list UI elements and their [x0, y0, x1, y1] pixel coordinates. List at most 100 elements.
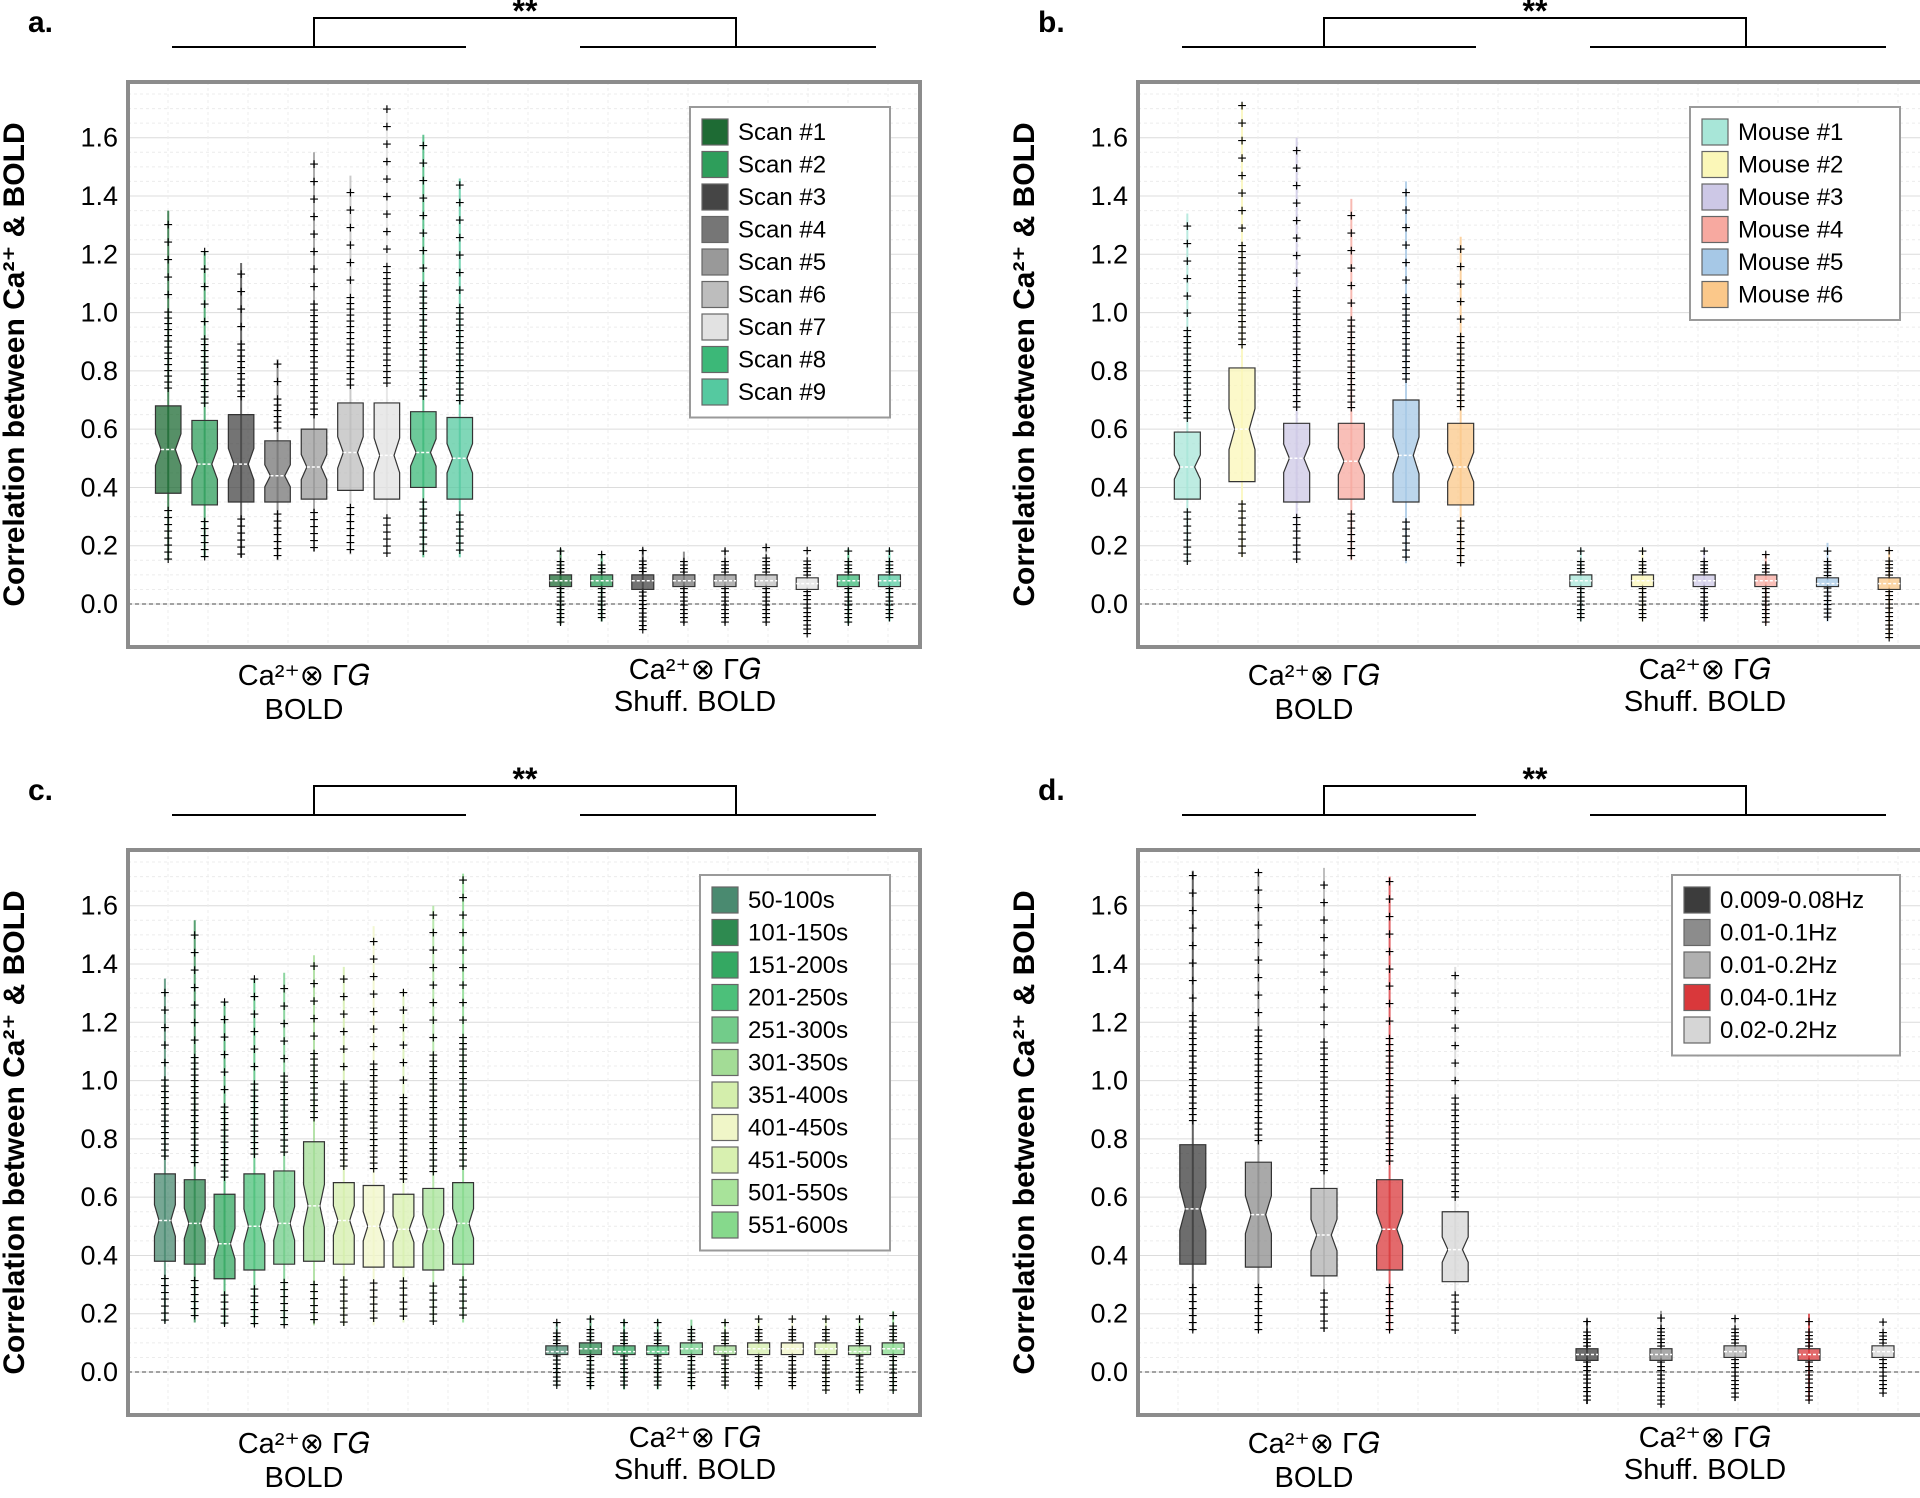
outlier-mark: + — [1582, 1338, 1591, 1355]
outlier-mark: + — [160, 1125, 169, 1142]
outlier-mark: + — [369, 1126, 378, 1143]
outlier-mark: + — [1730, 1328, 1739, 1345]
outlier-mark: + — [1582, 1355, 1591, 1372]
outlier-mark: + — [236, 354, 245, 371]
y-tick-label: 1.0 — [1090, 1066, 1128, 1096]
outlier-mark: + — [1237, 291, 1246, 308]
outlier-mark: + — [556, 589, 565, 606]
outlier-mark: + — [250, 1007, 259, 1024]
outlier-mark: + — [1188, 885, 1197, 902]
outlier-mark: + — [1761, 602, 1770, 619]
outlier-mark: + — [273, 548, 282, 565]
outliers: +++++++++++++ — [679, 554, 688, 631]
outlier-mark: + — [455, 376, 464, 393]
outlier-mark: + — [844, 544, 853, 561]
outlier-mark: + — [382, 358, 391, 375]
bracket-top-line — [313, 17, 737, 47]
outlier-mark: + — [1456, 399, 1465, 416]
outlier-mark: + — [653, 1333, 662, 1350]
outlier-mark: + — [346, 542, 355, 559]
outlier-mark: + — [821, 1370, 830, 1387]
outlier-mark: + — [1292, 517, 1301, 534]
legend-label: 0.009-0.08Hz — [1720, 887, 1864, 914]
outlier-mark: + — [788, 1353, 797, 1370]
outlier-mark: + — [309, 993, 318, 1010]
outlier-mark: + — [597, 561, 606, 578]
outlier-mark: + — [679, 561, 688, 578]
outlier-mark: + — [458, 1071, 467, 1088]
outlier-mark: + — [1292, 178, 1301, 195]
box-bold-3: ++++++++++++++++++++++++ — [213, 994, 236, 1333]
outlier-mark: + — [1582, 1367, 1591, 1384]
outlier-mark: + — [1656, 1338, 1665, 1355]
box-bold-7: ++++++++++++++++++++++++++++++++++++ — [373, 102, 401, 562]
outlier-mark: + — [1582, 1388, 1591, 1405]
outlier-mark: + — [160, 1271, 169, 1288]
outliers: ++++++++++++++++++++++++++++++++++++++ — [1319, 877, 1328, 1337]
outlier-mark: + — [803, 601, 812, 618]
outlier-mark: + — [586, 1378, 595, 1395]
legend-swatch — [1701, 150, 1729, 179]
outliers: ++++++++++++++++++++++++++ — [160, 985, 169, 1330]
box-shuff-1: +++++++++++++ — [545, 1315, 569, 1395]
box-body — [1447, 422, 1475, 506]
outlier-mark: + — [1451, 1073, 1460, 1090]
outlier-mark: + — [200, 528, 209, 545]
outlier-mark: + — [821, 1378, 830, 1395]
outlier-mark: + — [844, 606, 853, 623]
outlier-mark: + — [1254, 1052, 1263, 1069]
outlier-mark: + — [164, 503, 173, 520]
outlier-mark: + — [419, 313, 428, 330]
outlier-mark: + — [1638, 602, 1647, 619]
outlier-mark: + — [419, 278, 428, 295]
outlier-mark: + — [1401, 372, 1410, 389]
legend-label: Mouse #5 — [1738, 249, 1843, 276]
outlier-mark: + — [236, 546, 245, 563]
outlier-mark: + — [720, 1333, 729, 1350]
box-body — [191, 419, 219, 506]
outlier-mark: + — [556, 581, 565, 598]
outlier-mark: + — [1347, 359, 1356, 376]
outlier-mark: + — [160, 985, 169, 1002]
outlier-mark: + — [1292, 231, 1301, 248]
outlier-mark: + — [679, 585, 688, 602]
outlier-mark: + — [200, 349, 209, 366]
outlier-mark: + — [1451, 1056, 1460, 1073]
outlier-mark: + — [164, 545, 173, 562]
outlier-mark: + — [1451, 1108, 1460, 1125]
box-shuff-6: +++++++++++++++ — [754, 540, 778, 631]
outlier-mark: + — [382, 224, 391, 241]
outlier-mark: + — [1401, 360, 1410, 377]
outlier-mark: + — [190, 1131, 199, 1148]
outlier-mark: + — [399, 1295, 408, 1312]
outlier-mark: + — [1656, 1331, 1665, 1348]
outlier-mark: + — [1385, 961, 1394, 978]
y-tick-label: 0.6 — [1090, 414, 1128, 444]
outlier-mark: + — [429, 925, 438, 942]
outlier-mark: + — [1292, 248, 1301, 265]
outlier-mark: + — [761, 561, 770, 578]
outlier-mark: + — [1183, 546, 1192, 563]
outlier-mark: + — [1292, 161, 1301, 178]
y-tick-label: 0.6 — [80, 1182, 118, 1212]
outlier-mark: + — [619, 1315, 628, 1332]
outlier-mark: + — [458, 1013, 467, 1030]
outlier-mark: + — [1254, 900, 1263, 917]
outlier-mark: + — [1292, 524, 1301, 541]
outlier-mark: + — [190, 1085, 199, 1102]
outlier-mark: + — [164, 322, 173, 339]
outlier-mark: + — [273, 534, 282, 551]
outlier-mark: + — [1292, 266, 1301, 283]
outlier-mark: + — [200, 244, 209, 261]
outlier-mark: + — [1385, 1084, 1394, 1101]
outlier-mark: + — [821, 1349, 830, 1366]
box-bold-1: ++++++++++++++++++++++++++++++++++ — [1179, 868, 1207, 1339]
outlier-mark: + — [346, 342, 355, 359]
outlier-mark: + — [1385, 1089, 1394, 1106]
outlier-mark: + — [1456, 555, 1465, 572]
outlier-mark: + — [1237, 279, 1246, 296]
outlier-mark: + — [1347, 527, 1356, 544]
outlier-mark: + — [399, 1172, 408, 1189]
outlier-mark: + — [1188, 1008, 1197, 1025]
box-bold-2: ++++++++++++++++++++++++++++++++ — [183, 920, 206, 1325]
